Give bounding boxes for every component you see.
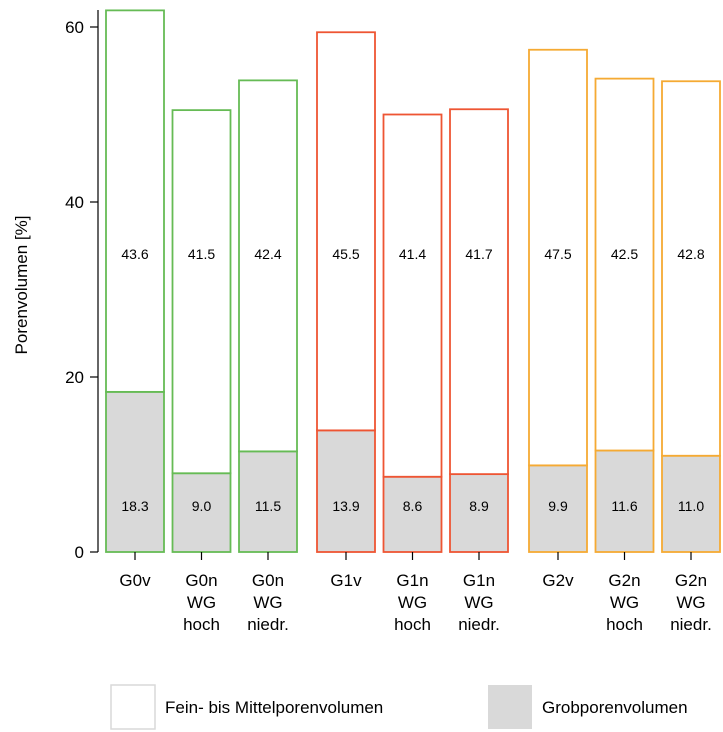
x-category-label: G2n	[675, 571, 707, 590]
x-category-label: WG	[253, 593, 282, 612]
y-axis-title: Porenvolumen [%]	[12, 216, 31, 355]
legend-swatch-grob	[488, 685, 532, 729]
bar-fein-segment	[594, 77, 655, 452]
bar-fein-segment	[316, 31, 376, 432]
data-label-fein: 47.5	[544, 246, 571, 262]
x-category-label: WG	[676, 593, 705, 612]
x-category-label: G2v	[542, 571, 574, 590]
bar-grob-segment	[594, 449, 655, 553]
bar-fein-segment	[105, 9, 165, 393]
x-category-label: G0n	[185, 571, 217, 590]
x-category-label: G0n	[252, 571, 284, 590]
data-label-fein: 41.7	[465, 246, 492, 262]
bar-fein-segment	[238, 79, 298, 453]
data-label-grob: 8.9	[469, 498, 489, 514]
legend: Fein- bis Mittelporenvolumen Grobporenvo…	[110, 684, 688, 730]
bar-grob-segment	[316, 429, 376, 553]
bar-fein-segment	[382, 113, 443, 478]
data-label-fein: 42.8	[677, 246, 704, 262]
legend-label-fein: Fein- bis Mittelporenvolumen	[165, 698, 383, 717]
data-label-fein: 42.5	[611, 246, 638, 262]
x-category-label: G1n	[463, 571, 495, 590]
bars-layer: 43.6 18.3 41.5 9.0 42.4 11.5 45.5 13.9 41.4 8.6 41…	[105, 9, 721, 553]
bar-fein-segment	[528, 48, 588, 467]
y-tick-label: 40	[65, 193, 84, 212]
data-label-grob: 9.9	[548, 498, 568, 514]
data-label-fein: 43.6	[121, 246, 148, 262]
x-category-labels: G0v G0n WG hoch G0n WG niedr. G1v G1n WG hoch G1n WG…	[119, 552, 712, 634]
x-category-label: niedr.	[670, 615, 712, 634]
x-category-label: WG	[187, 593, 216, 612]
x-category-label: hoch	[606, 615, 643, 634]
data-label-grob: 9.0	[192, 498, 212, 514]
data-label-grob: 13.9	[332, 498, 359, 514]
data-label-fein: 45.5	[332, 246, 359, 262]
bar-grob-segment	[171, 472, 232, 553]
bar-grob-segment	[238, 450, 298, 553]
bar-grob-segment	[528, 464, 588, 553]
bar-grob-segment	[382, 475, 443, 553]
x-category-label: niedr.	[247, 615, 289, 634]
data-label-grob: 18.3	[121, 498, 148, 514]
bar-fein-segment	[171, 109, 232, 475]
x-category-label: G0v	[119, 571, 151, 590]
bar-fein-segment	[449, 108, 509, 476]
y-tick-label: 60	[65, 18, 84, 37]
x-category-label: hoch	[183, 615, 220, 634]
data-label-grob: 11.0	[678, 498, 704, 514]
x-category-label: niedr.	[458, 615, 500, 634]
y-tick-label: 20	[65, 368, 84, 387]
data-label-grob: 11.6	[611, 498, 637, 514]
x-category-label: WG	[398, 593, 427, 612]
x-category-label: G1n	[396, 571, 428, 590]
y-tick-label: 0	[75, 543, 84, 562]
legend-swatch-fein	[110, 684, 156, 730]
x-category-label: WG	[464, 593, 493, 612]
data-label-fein: 41.4	[399, 246, 426, 262]
y-ticks: 0 20 40 60	[65, 18, 98, 562]
legend-label-grob: Grobporenvolumen	[542, 698, 688, 717]
x-category-label: G2n	[608, 571, 640, 590]
data-label-grob: 8.6	[403, 498, 423, 514]
bar-fein-segment	[661, 80, 721, 457]
bar-grob-segment	[105, 390, 165, 553]
x-category-label: hoch	[394, 615, 431, 634]
data-label-fein: 42.4	[254, 246, 281, 262]
data-label-grob: 11.5	[255, 498, 281, 514]
x-category-label: WG	[610, 593, 639, 612]
x-category-label: G1v	[330, 571, 362, 590]
data-label-fein: 41.5	[188, 246, 215, 262]
